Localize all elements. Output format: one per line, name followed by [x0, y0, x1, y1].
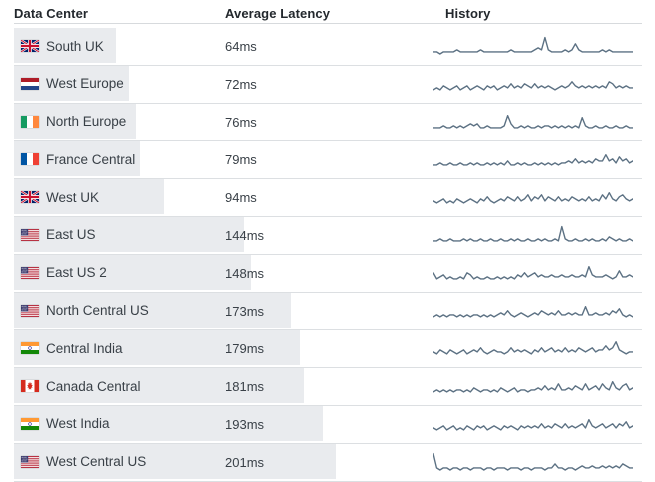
latency-bar [14, 292, 291, 328]
latency-bar [14, 368, 304, 404]
datacenter-name: West Europe [46, 76, 124, 92]
history-sparkline [432, 409, 634, 439]
datacenter-name: North Central US [46, 303, 149, 319]
usa-flag-icon [21, 228, 39, 241]
history-sparkline [432, 447, 634, 477]
history-sparkline [432, 144, 634, 174]
table-row: West Europe 72ms [14, 65, 642, 104]
history-sparkline [432, 333, 634, 363]
table-row: East US 144ms [14, 216, 642, 255]
history-sparkline [432, 371, 634, 401]
datacenter-name: West UK [46, 189, 100, 205]
usa-flag-icon [21, 266, 39, 279]
datacenter-name: West India [46, 416, 110, 432]
table-header-row: Data Center Average Latency History [14, 0, 642, 24]
latency-value: 144ms [225, 227, 265, 243]
table-row: Canada Central 181ms [14, 368, 642, 406]
latency-value: 179ms [225, 341, 265, 357]
datacenter-name: East US [46, 227, 96, 243]
latency-bar [14, 216, 244, 252]
latency-bar [14, 254, 251, 290]
history-sparkline [432, 31, 634, 61]
france-flag-icon [21, 153, 39, 166]
latency-value: 79ms [225, 152, 257, 168]
latency-value: 64ms [225, 39, 257, 54]
table-row: France Central 79ms [14, 141, 642, 180]
history-sparkline [432, 107, 634, 137]
col-header-data-center: Data Center [14, 6, 89, 21]
latency-bar [14, 443, 336, 479]
india-flag-icon [21, 417, 39, 430]
latency-bar [14, 179, 164, 215]
india-flag-icon [21, 342, 39, 355]
col-header-history: History [445, 6, 491, 21]
usa-flag-icon [21, 304, 39, 317]
latency-table: Data Center Average Latency History Sout… [14, 0, 642, 482]
table-row: North Europe 76ms [14, 103, 642, 142]
table-row: West Central US 201ms [14, 443, 642, 482]
latency-value: 72ms [225, 76, 257, 92]
datacenter-name: West Central US [46, 454, 147, 470]
datacenter-name: Canada Central [46, 378, 141, 394]
latency-value: 173ms [225, 303, 265, 319]
history-sparkline [432, 258, 634, 288]
table-body: South UK 64ms West Europe 72ms North Eur… [14, 28, 642, 482]
table-row: East US 2 148ms [14, 254, 642, 293]
table-row: North Central US 173ms [14, 292, 642, 331]
latency-bar [14, 330, 300, 366]
latency-value: 148ms [225, 265, 265, 281]
latency-value: 94ms [225, 190, 257, 206]
table-row: West UK 94ms [14, 179, 642, 217]
history-sparkline [432, 220, 634, 250]
table-row: South UK 64ms [14, 28, 642, 66]
latency-value: 181ms [225, 379, 265, 395]
col-header-average-latency: Average Latency [225, 6, 331, 21]
history-sparkline [432, 69, 634, 99]
uk-flag-icon [21, 40, 39, 52]
datacenter-name: East US 2 [46, 265, 107, 281]
history-sparkline [432, 182, 634, 212]
uk-flag-icon [21, 191, 39, 204]
table-row: West India 193ms [14, 405, 642, 444]
canada-flag-icon [21, 380, 39, 393]
table-row: Central India 179ms [14, 330, 642, 369]
latency-value: 76ms [225, 114, 257, 130]
latency-value: 193ms [225, 416, 265, 432]
ireland-flag-icon [21, 115, 39, 128]
datacenter-name: Central India [46, 340, 123, 356]
datacenter-name: South UK [46, 38, 104, 54]
datacenter-name: France Central [46, 151, 136, 167]
netherlands-flag-icon [21, 77, 39, 90]
latency-bar [14, 405, 323, 441]
latency-value: 201ms [225, 454, 265, 470]
usa-flag-icon [21, 455, 39, 468]
history-sparkline [432, 296, 634, 326]
datacenter-name: North Europe [46, 114, 127, 130]
